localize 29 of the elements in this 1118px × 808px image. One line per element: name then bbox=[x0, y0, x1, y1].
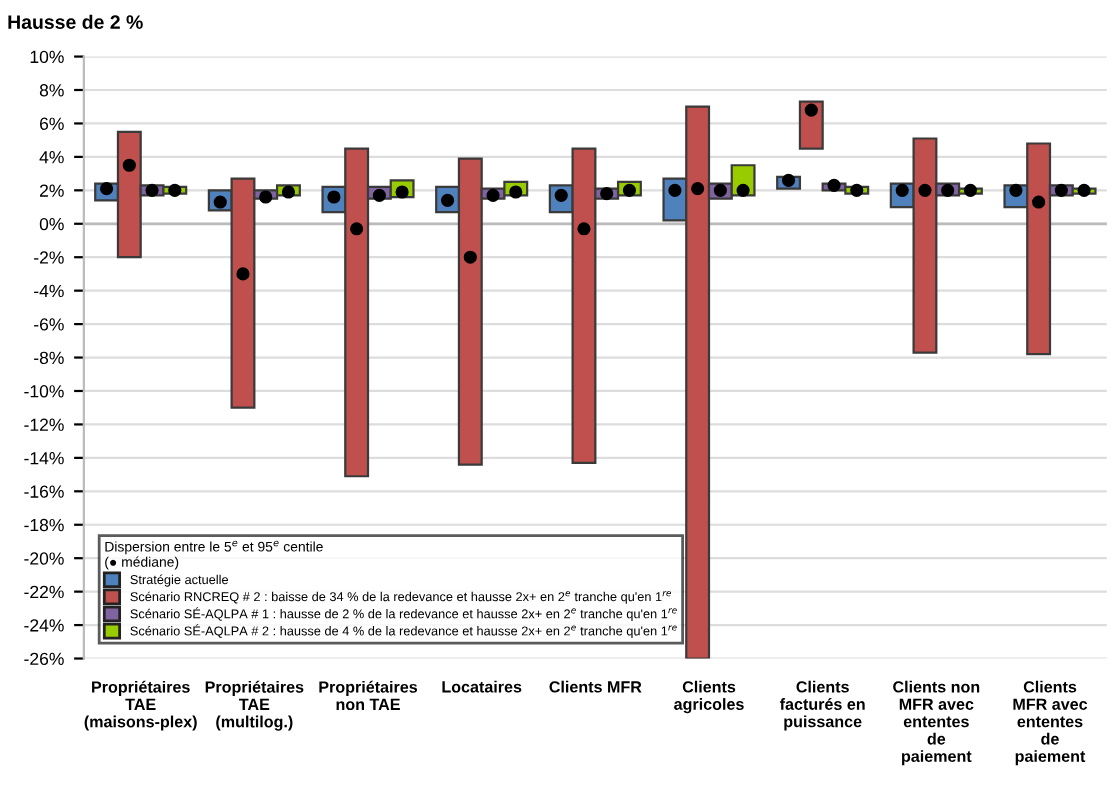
y-tick-label: -10% bbox=[24, 385, 64, 398]
y-tick-label: 6% bbox=[40, 117, 64, 130]
y-tick-label: -2% bbox=[34, 251, 64, 264]
y-tick-label: -16% bbox=[24, 485, 64, 498]
x-tick-label: Clients MFR bbox=[549, 680, 642, 693]
y-tick-label: -18% bbox=[24, 518, 64, 532]
x-tick-label: Propriétaires TAE (maisons-plex) bbox=[84, 680, 197, 731]
x-tick-label: Propriétaires TAE (multilog.) bbox=[205, 680, 304, 731]
y-tick-label: 8% bbox=[39, 84, 64, 97]
y-tick-label: 0% bbox=[39, 217, 64, 231]
y-tick-label: -6% bbox=[34, 318, 64, 331]
y-tick-label: -4% bbox=[34, 284, 64, 298]
x-tick-label: Propriétaires non TAE bbox=[319, 680, 418, 711]
x-tick-label: Clients facturés en puissance bbox=[779, 680, 865, 731]
x-tick-label: Clients non MFR avec ententes de paiement bbox=[893, 680, 980, 766]
chart-title: Hausse de 2 % bbox=[8, 14, 143, 29]
y-tick-label: -12% bbox=[24, 418, 64, 431]
y-tick-label: -22% bbox=[24, 585, 64, 599]
y-tick-label: -26% bbox=[24, 652, 64, 666]
y-tick-label: 10% bbox=[30, 50, 64, 64]
y-tick-label: -24% bbox=[24, 619, 64, 632]
y-tick-label: 2% bbox=[39, 184, 64, 197]
y-tick-label: -8% bbox=[34, 351, 64, 365]
x-tick-label: Clients MFR avec ententes de paiement bbox=[1013, 680, 1088, 766]
x-tick-label: Clients agricoles bbox=[674, 680, 744, 714]
x-tick-label: Locataires bbox=[442, 680, 522, 693]
y-tick-label: 4% bbox=[39, 151, 64, 164]
y-tick-label: -20% bbox=[24, 552, 64, 565]
y-tick-label: -14% bbox=[24, 452, 64, 465]
